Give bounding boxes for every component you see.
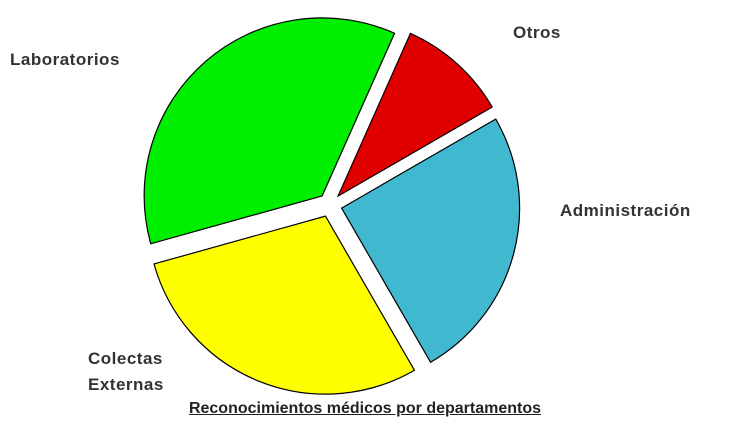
pie-slice <box>153 215 416 395</box>
slice-label: Administración <box>560 201 691 220</box>
pie-slice <box>340 118 521 364</box>
pie-slice <box>336 32 494 198</box>
slice-label: Laboratorios <box>10 50 120 69</box>
pie-slice <box>143 17 396 245</box>
slice-label: Otros <box>513 23 561 42</box>
slice-label: Colectas Externas <box>88 349 164 394</box>
chart-title: Reconocimientos médicos por departamento… <box>188 400 542 417</box>
